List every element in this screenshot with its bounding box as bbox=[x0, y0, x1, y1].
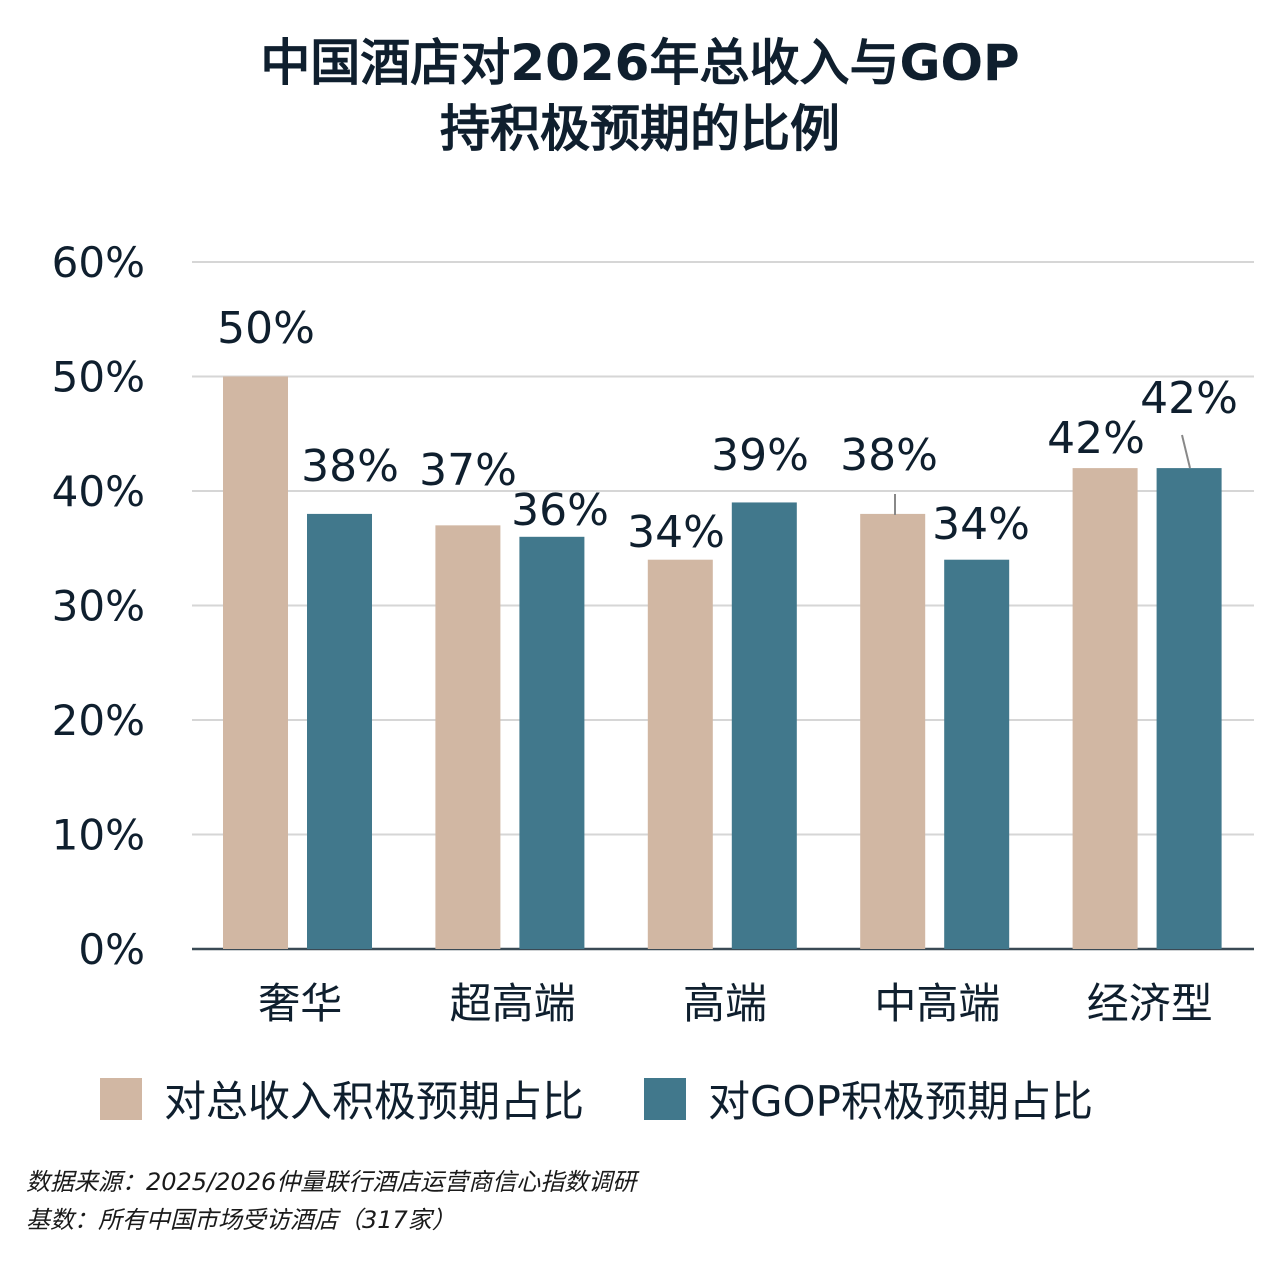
leader-line bbox=[1181, 434, 1191, 469]
bar-revenue bbox=[860, 513, 926, 949]
legend-swatch-revenue bbox=[100, 1077, 142, 1120]
data-label: 39% bbox=[711, 430, 809, 481]
title-line-2: 持积极预期的比例 bbox=[440, 100, 840, 158]
data-label: 38% bbox=[840, 430, 938, 481]
source-note: 数据来源：2025/2026仲量联行酒店运营商信心指数调研 bbox=[26, 1168, 637, 1196]
bar-gop bbox=[731, 502, 797, 949]
legend-label-gop: 对GOP积极预期占比 bbox=[708, 1077, 1093, 1126]
bar-revenue bbox=[435, 525, 501, 949]
data-label: 34% bbox=[627, 507, 725, 558]
legend: 对总收入积极预期占比 对GOP积极预期占比 bbox=[100, 1068, 1153, 1129]
data-label: 38% bbox=[301, 441, 399, 492]
title-line-1: 中国酒店对2026年总收入与GOP bbox=[260, 34, 1020, 92]
y-tick-label: 10% bbox=[52, 811, 145, 860]
data-label: 34% bbox=[932, 499, 1030, 550]
legend-label-revenue: 对总收入积极预期占比 bbox=[164, 1077, 585, 1126]
x-tick-label: 经济型 bbox=[1087, 979, 1213, 1028]
legend-item-gop: 对GOP积极预期占比 bbox=[644, 1068, 1093, 1129]
x-tick-label: 奢华 bbox=[258, 979, 342, 1028]
y-tick-label: 60% bbox=[52, 238, 145, 287]
bar-gop bbox=[307, 513, 372, 949]
footer-notes: 数据来源：2025/2026仲量联行酒店运营商信心指数调研 基数：所有中国市场受… bbox=[26, 1163, 636, 1239]
bar-revenue bbox=[1072, 468, 1138, 949]
bar-revenue bbox=[223, 376, 288, 949]
data-label: 37% bbox=[419, 445, 517, 496]
bar-chart: 0% 10% 20% 30% 40% 50% 60% 50% 38% 奢华 37%36% 超高端 34%… bbox=[52, 238, 1254, 1028]
bar-gop bbox=[1156, 468, 1222, 949]
base-note: 基数：所有中国市场受访酒店（317家） bbox=[26, 1206, 456, 1234]
data-label: 36% bbox=[511, 485, 609, 536]
bar-revenue bbox=[647, 559, 713, 949]
y-tick-label: 30% bbox=[52, 582, 145, 631]
bar-gop bbox=[944, 559, 1010, 949]
legend-item-revenue: 对总收入积极预期占比 bbox=[100, 1068, 584, 1129]
y-tick-label: 0% bbox=[78, 925, 145, 974]
x-tick-label: 超高端 bbox=[450, 979, 576, 1028]
x-tick-label: 高端 bbox=[683, 979, 767, 1028]
y-tick-label: 50% bbox=[52, 353, 145, 402]
data-label: 42% bbox=[1047, 413, 1145, 464]
y-tick-label: 40% bbox=[52, 467, 145, 516]
data-label: 50% bbox=[217, 303, 315, 354]
bar-gop bbox=[519, 536, 585, 949]
chart-title: 中国酒店对2026年总收入与GOP 持积极预期的比例 bbox=[0, 30, 1280, 162]
y-tick-label: 20% bbox=[52, 696, 145, 745]
legend-swatch-gop bbox=[644, 1077, 687, 1120]
data-label: 42% bbox=[1140, 373, 1238, 424]
x-tick-label: 中高端 bbox=[874, 979, 1000, 1028]
